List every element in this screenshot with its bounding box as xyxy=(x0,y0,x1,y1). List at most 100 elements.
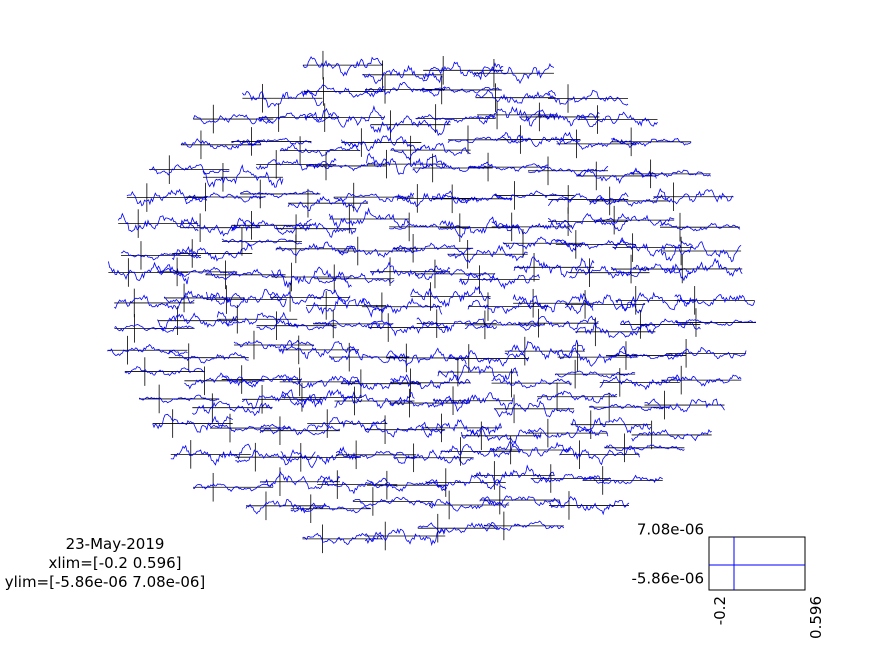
channel-152 xyxy=(280,443,361,472)
channel-139 xyxy=(644,390,725,420)
channel-169 xyxy=(352,487,434,516)
channel-waveform xyxy=(582,474,663,485)
channel-3 xyxy=(422,56,504,85)
channel-traces xyxy=(107,50,756,554)
channel-33 xyxy=(412,153,493,183)
channel-13 xyxy=(304,103,386,132)
channel-waveform xyxy=(610,263,692,277)
channel-140 xyxy=(152,409,233,438)
channel-waveform xyxy=(448,350,530,367)
channel-111 xyxy=(328,342,410,372)
channel-waveform xyxy=(179,216,261,237)
channel-113 xyxy=(448,344,530,373)
channel-waveform xyxy=(390,142,471,161)
channel-waveform xyxy=(335,450,417,460)
channel-waveform xyxy=(233,339,315,351)
channel-waveform xyxy=(483,520,565,531)
channel-waveform xyxy=(231,137,312,146)
channel-waveform xyxy=(304,105,386,128)
channel-waveform xyxy=(364,528,446,547)
channel-162 xyxy=(366,470,448,500)
channel-94 xyxy=(674,286,756,315)
channel-waveform xyxy=(202,164,284,188)
channel-131 xyxy=(241,385,323,414)
channel-waveform xyxy=(171,243,253,262)
channel-waveform xyxy=(615,291,696,312)
channel-waveform xyxy=(447,244,528,264)
channel-waveform xyxy=(221,238,303,246)
channel-101 xyxy=(416,309,498,338)
channel-waveform xyxy=(564,294,646,315)
channel-87 xyxy=(305,291,387,320)
channel-174 xyxy=(364,521,446,551)
channel-84 xyxy=(163,283,245,313)
channel-108 xyxy=(168,343,249,373)
channel-88 xyxy=(361,292,443,322)
channel-41 xyxy=(287,188,369,218)
channel-124 xyxy=(437,357,519,387)
channel-158 xyxy=(604,433,685,463)
channel-122 xyxy=(340,369,422,398)
date-label: 23-May-2019 xyxy=(65,535,165,553)
channel-waveform xyxy=(447,136,529,144)
channel-waveform xyxy=(467,161,549,172)
channel-waveform xyxy=(389,223,470,230)
channel-172 xyxy=(548,491,630,520)
channel-138 xyxy=(589,392,670,422)
channel-160 xyxy=(259,467,341,497)
channel-148 xyxy=(570,410,652,440)
channel-65 xyxy=(392,233,474,263)
channel-80 xyxy=(569,258,650,287)
channel-waveform xyxy=(302,56,384,77)
channel-176 xyxy=(483,511,565,541)
channel-waveform xyxy=(361,297,443,315)
channel-waveform xyxy=(612,236,693,257)
channel-27 xyxy=(611,127,692,157)
channel-waveform xyxy=(527,425,609,439)
channel-175 xyxy=(417,513,498,543)
channel-waveform xyxy=(126,188,208,207)
channel-waveform xyxy=(328,207,410,229)
channel-35 xyxy=(527,156,609,186)
channel-116 xyxy=(605,341,687,370)
channel-waveform xyxy=(366,479,448,492)
channel-18 xyxy=(577,105,658,134)
channel-83 xyxy=(114,288,195,318)
channel-waveform xyxy=(152,413,233,433)
channel-126 xyxy=(554,359,636,389)
channel-waveform xyxy=(577,111,658,128)
channel-waveform xyxy=(547,89,629,106)
channel-waveform xyxy=(536,390,618,404)
channel-waveform xyxy=(362,64,443,85)
channel-waveform xyxy=(459,272,540,290)
channel-86 xyxy=(270,283,351,312)
channel-waveform xyxy=(163,290,245,305)
channel-59 xyxy=(659,212,741,242)
channel-79 xyxy=(513,253,595,282)
channel-waveform xyxy=(416,317,498,333)
channel-waveform xyxy=(547,213,629,232)
channel-99 xyxy=(312,309,394,339)
channel-105 xyxy=(620,310,701,339)
channel-61 xyxy=(171,239,253,268)
channel-75 xyxy=(314,264,395,294)
channel-6 xyxy=(303,77,384,106)
scale-box-ymin-label: -5.86e-06 xyxy=(631,570,704,588)
channel-waveform xyxy=(120,250,202,261)
channel-11 xyxy=(192,104,274,134)
channel-89 xyxy=(410,282,491,311)
channel-62 xyxy=(221,227,303,256)
channel-63 xyxy=(275,234,357,264)
channel-waveform xyxy=(352,496,434,507)
channel-waveform xyxy=(168,351,249,364)
channel-waveform xyxy=(493,400,575,418)
channel-waveform xyxy=(206,288,287,308)
channel-25 xyxy=(500,125,581,154)
channel-waveform xyxy=(364,81,446,98)
channel-waveform xyxy=(559,445,640,466)
channel-50 xyxy=(179,213,261,243)
channel-waveform xyxy=(305,295,387,318)
channel-43 xyxy=(396,184,478,213)
channel-95 xyxy=(114,314,195,343)
